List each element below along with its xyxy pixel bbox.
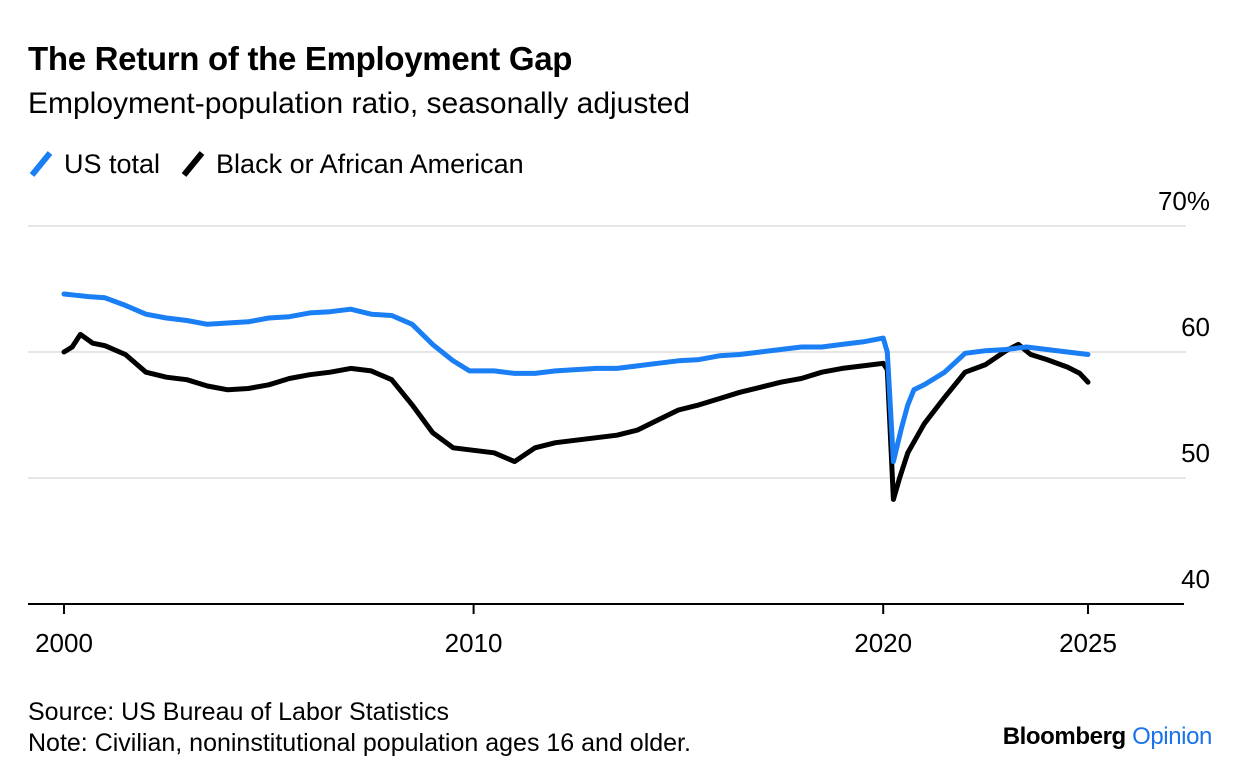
brand-accent: Opinion — [1132, 723, 1212, 750]
series-line-us-total — [61, 291, 1091, 465]
brand-logo: Bloomberg Opinion — [1002, 723, 1213, 751]
brand-main: Bloomberg — [1002, 723, 1126, 750]
legend-swatch-black — [181, 151, 205, 177]
y-tick-label-40: 40 — [1181, 564, 1210, 594]
legend-label-black: Black or African American — [216, 148, 524, 179]
legend-item-us-total: US total — [28, 149, 160, 180]
x-tick-label-2025: 2025 — [1059, 628, 1117, 658]
source-note: Source: US Bureau of Labor Statistics — [28, 698, 450, 726]
legend-label-us-total: US total — [64, 148, 161, 179]
y-tick-label-50: 50 — [1181, 438, 1210, 468]
x-tick-label-2010: 2010 — [445, 628, 503, 658]
gridlines — [28, 225, 1186, 479]
x-tick-label-2020: 2020 — [854, 628, 912, 658]
legend: US total Black or African American — [28, 146, 544, 182]
y-tick-label-60: 60 — [1181, 312, 1210, 342]
footnote: Note: Civilian, noninstitutional populat… — [28, 729, 691, 757]
y-axis-ticks: 40 50 60 70% — [1158, 186, 1210, 594]
legend-swatch-us-total — [29, 151, 53, 177]
chart-subtitle: Employment-population ratio, seasonally … — [28, 87, 691, 120]
series-lines — [61, 291, 1091, 502]
x-axis: 2000 2010 2020 2025 — [28, 603, 1184, 658]
series-line-black-or-african-american — [61, 331, 1091, 502]
x-tick-label-2000: 2000 — [35, 628, 93, 658]
legend-item-black: Black or African American — [180, 149, 524, 180]
chart-title: The Return of the Employment Gap — [28, 40, 573, 77]
y-tick-label-70: 70% — [1158, 186, 1210, 216]
